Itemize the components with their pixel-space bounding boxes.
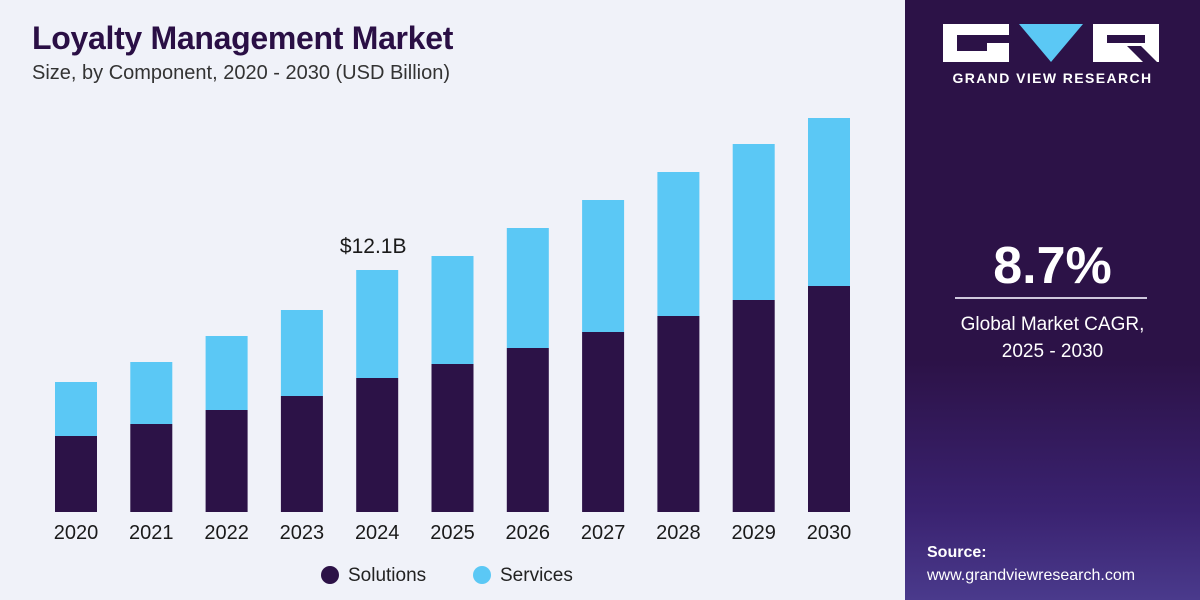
bar-solutions-2029 xyxy=(732,300,775,512)
bar-services-2029 xyxy=(732,144,775,300)
legend-label-solutions: Solutions xyxy=(348,565,426,586)
bars-group xyxy=(55,118,850,512)
bar-services-2021 xyxy=(130,362,173,424)
bar-services-2024 xyxy=(356,270,399,378)
cagr-caption-line1: Global Market CAGR, xyxy=(960,314,1145,335)
legend-label-services: Services xyxy=(500,565,573,586)
bar-services-2027 xyxy=(582,200,625,332)
x-tick-label: 2029 xyxy=(731,522,776,544)
chart-subtitle: Size, by Component, 2020 - 2030 (USD Bil… xyxy=(32,62,450,84)
bar-solutions-2024 xyxy=(356,378,399,512)
annotations-group: $12.1B xyxy=(340,235,407,258)
bar-services-2026 xyxy=(506,228,549,348)
bar-solutions-2028 xyxy=(657,316,700,512)
x-tick-label: 2022 xyxy=(204,522,249,544)
bar-solutions-2023 xyxy=(280,396,323,512)
x-axis-ticks: 2020 2021 2022 2023 2024 2025 2026 2027 2028 2029… xyxy=(54,522,852,544)
x-tick-label: 2026 xyxy=(506,522,551,544)
x-tick-label: 2021 xyxy=(129,522,174,544)
bar-solutions-2030 xyxy=(808,286,850,512)
bar-services-2020 xyxy=(55,382,97,436)
x-tick-label: 2030 xyxy=(807,522,852,544)
x-tick-label: 2023 xyxy=(280,522,325,544)
bar-services-2022 xyxy=(205,336,248,410)
info-panel: GRAND VIEW RESEARCH 8.7% Global Market C… xyxy=(905,0,1200,600)
bar-services-2025 xyxy=(431,256,474,364)
chart-title: Loyalty Management Market xyxy=(32,20,454,56)
legend: Solutions Services xyxy=(321,565,573,586)
x-tick-label: 2027 xyxy=(581,522,626,544)
legend-marker-solutions xyxy=(321,566,339,584)
bar-services-2028 xyxy=(657,172,700,316)
legend-marker-services xyxy=(473,566,491,584)
x-tick-label: 2020 xyxy=(54,522,99,544)
cagr-caption-line2: 2025 - 2030 xyxy=(1001,341,1104,362)
x-tick-label: 2024 xyxy=(355,522,400,544)
bar-services-2023 xyxy=(280,310,323,396)
brand-name: GRAND VIEW RESEARCH xyxy=(952,70,1153,86)
source-url: www.grandviewresearch.com xyxy=(927,567,1136,584)
x-tick-label: 2025 xyxy=(430,522,475,544)
x-tick-label: 2028 xyxy=(656,522,701,544)
cagr-divider xyxy=(955,297,1147,299)
cagr-value: 8.7% xyxy=(993,237,1112,295)
bar-solutions-2027 xyxy=(582,332,625,512)
bar-solutions-2026 xyxy=(506,348,549,512)
cagr-caption: Global Market CAGR, 2025 - 2030 xyxy=(905,311,1200,365)
data-label-2024: $12.1B xyxy=(340,235,407,258)
chart-panel: Loyalty Management Market Size, by Compo… xyxy=(0,0,905,600)
bar-services-2030 xyxy=(808,118,850,286)
bar-solutions-2025 xyxy=(431,364,474,512)
grand-view-research-logo xyxy=(943,24,1159,62)
bar-chart: 2020 2021 2022 2023 2024 2025 2026 2027 2028 2029… xyxy=(54,118,852,586)
bar-solutions-2022 xyxy=(205,410,248,512)
bar-solutions-2021 xyxy=(130,424,173,512)
bar-solutions-2020 xyxy=(55,436,97,512)
source-label: Source: xyxy=(927,544,987,561)
